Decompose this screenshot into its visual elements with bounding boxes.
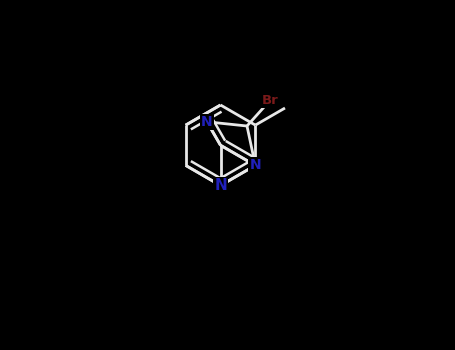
Text: Br: Br [262,94,278,107]
Text: N: N [201,115,213,129]
Text: N: N [214,178,227,193]
Text: N: N [249,158,261,173]
